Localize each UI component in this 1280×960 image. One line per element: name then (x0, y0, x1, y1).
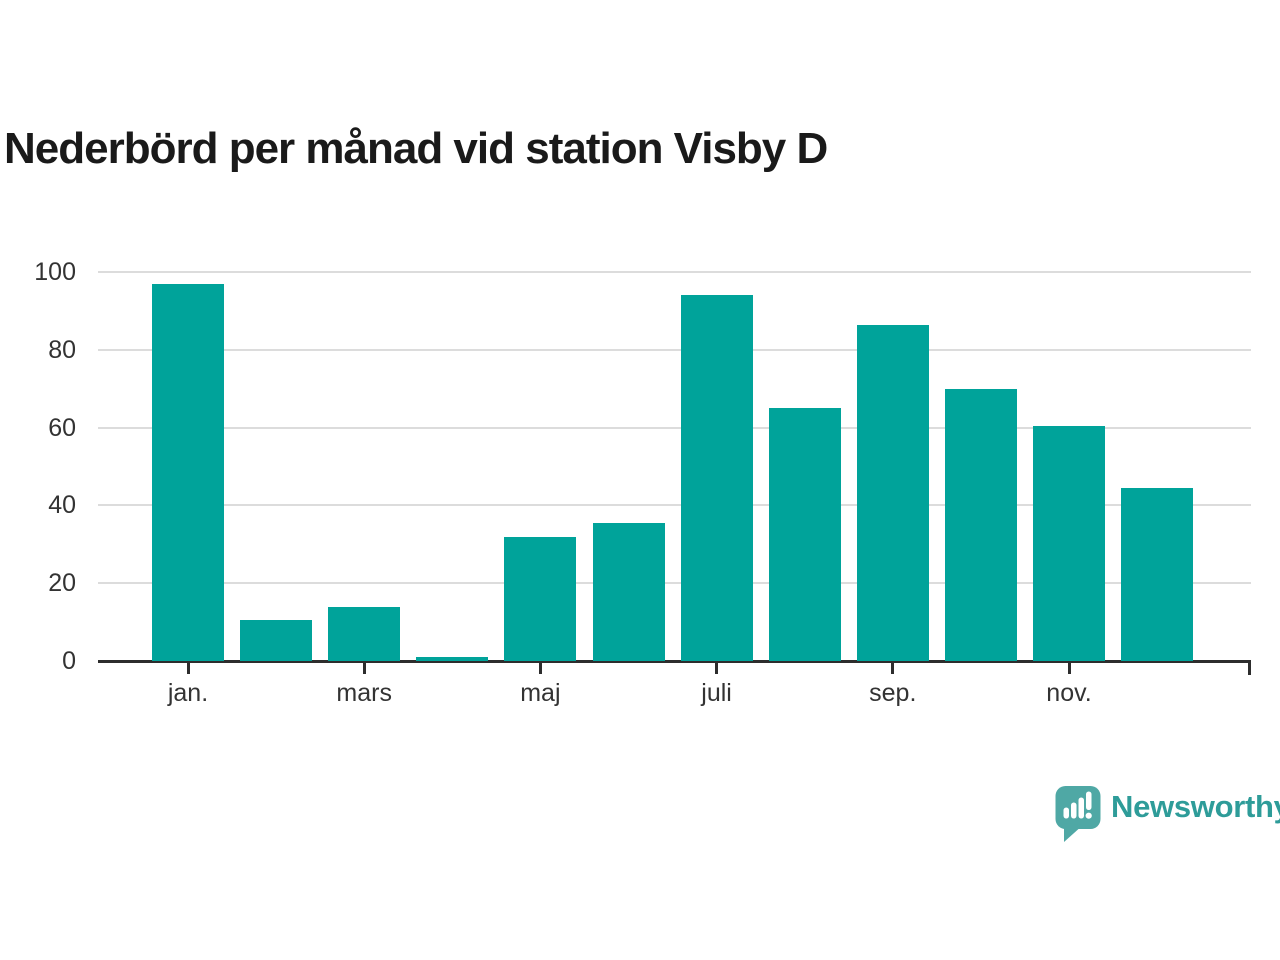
gridline-40 (98, 504, 1251, 507)
x-axis-tick (1067, 662, 1071, 674)
gridline-20 (98, 582, 1251, 585)
bar-mars (328, 606, 401, 661)
bar-juli (680, 295, 753, 661)
x-axis-tick (186, 662, 190, 674)
x-axis-tick (715, 662, 719, 674)
x-axis-end-tick (1248, 660, 1251, 675)
logo-text: Newsworthy (1111, 789, 1280, 824)
bar-maj (504, 536, 577, 661)
bar-okt. (944, 388, 1017, 661)
x-axis-line (98, 660, 1251, 663)
y-axis-tick-label: 100 (34, 258, 76, 286)
logo-speech-bubble-icon (1055, 786, 1101, 842)
newsworthy-logo: Newsworthy (1055, 785, 1280, 844)
bar-nov. (1033, 425, 1105, 661)
y-axis-tick-label: 60 (48, 413, 76, 442)
gridline-60 (98, 426, 1251, 429)
x-axis-tick-label: sep. (869, 679, 917, 707)
x-axis-tick-label: juli (701, 679, 732, 707)
gridline-100 (98, 271, 1251, 273)
bar-dec. (1121, 487, 1194, 661)
x-axis-tick-label: nov. (1046, 679, 1092, 707)
bar-sep. (856, 324, 929, 661)
x-axis-tick (538, 662, 542, 674)
x-axis-tick-label: jan. (167, 679, 209, 707)
bar-juni (592, 522, 665, 661)
y-axis-tick-label: 20 (48, 569, 76, 598)
y-axis-tick-label: 40 (48, 491, 76, 520)
bar-apr. (416, 657, 489, 661)
x-axis-tick-label: mars (336, 679, 392, 707)
bar-aug. (768, 408, 841, 661)
x-axis-tick (362, 662, 366, 674)
y-axis-tick-label: 80 (48, 335, 76, 364)
gridline-80 (98, 348, 1251, 351)
x-axis-tick (891, 662, 895, 674)
y-axis-tick-label: 0 (62, 647, 76, 675)
chart-title: Nederbörd per månad vid station Visby D (4, 124, 828, 173)
x-axis-tick-label: maj (520, 679, 561, 707)
bar-feb. (240, 620, 313, 661)
bar-jan. (152, 283, 224, 661)
